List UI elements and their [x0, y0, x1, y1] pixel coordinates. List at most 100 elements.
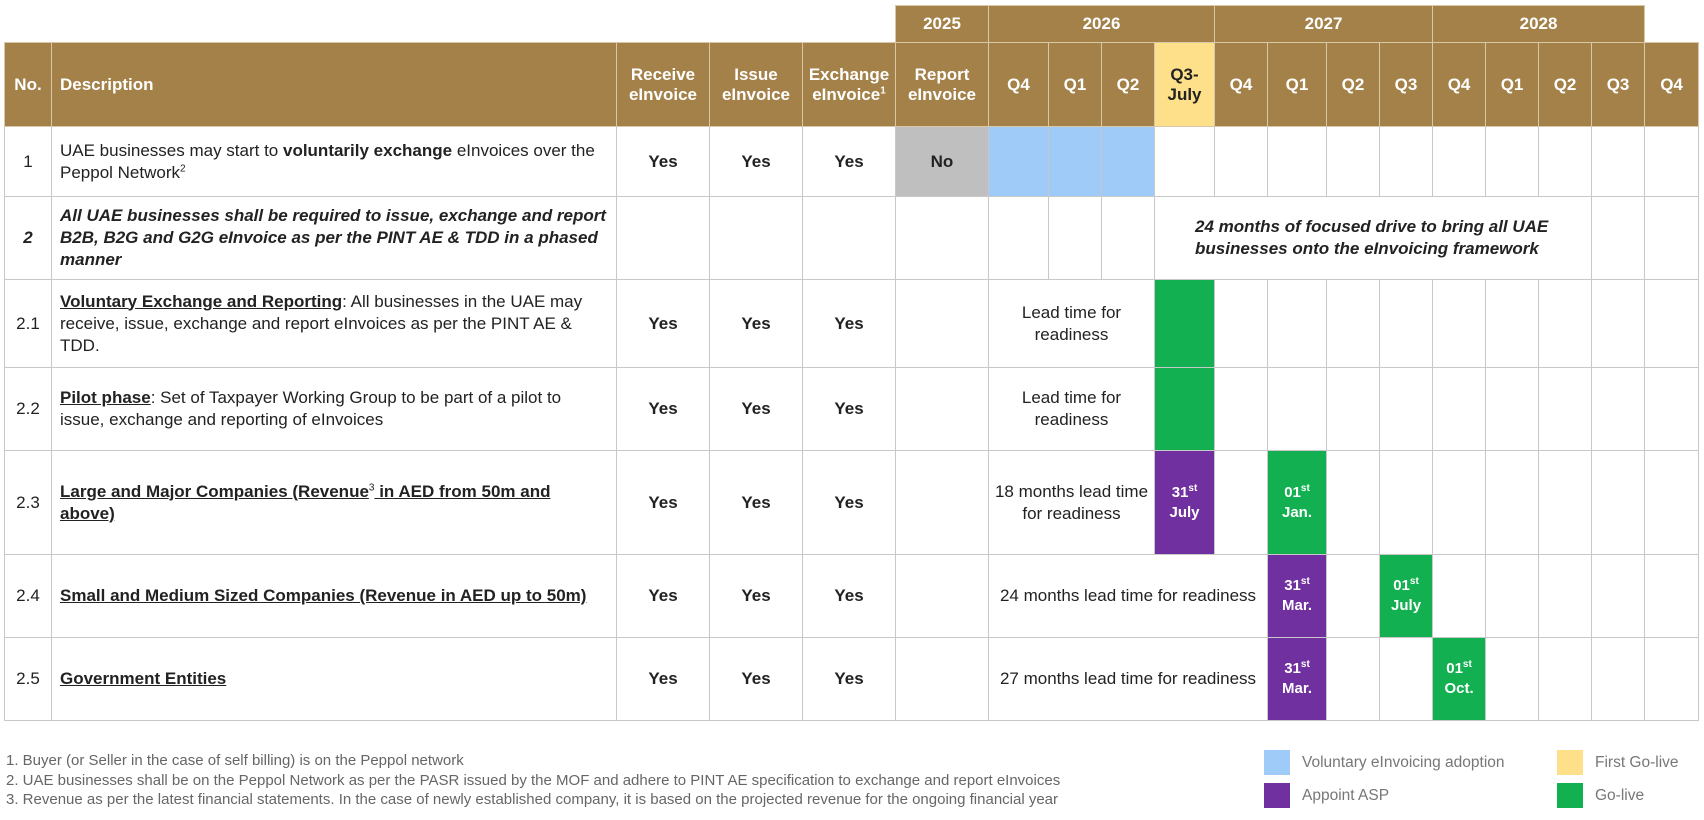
timeline-cell	[1591, 637, 1646, 721]
timeline-cell	[1538, 637, 1593, 721]
quarter-header: Q2	[1538, 42, 1593, 127]
quarter-header: Q4	[1214, 42, 1269, 127]
date-day: 01	[1446, 660, 1463, 677]
date-suffix: st	[1188, 482, 1198, 494]
timeline-cell	[1538, 554, 1593, 638]
flag-cell: Yes	[709, 367, 803, 451]
row: 2.4 Small and Medium Sized Companies (Rev…	[4, 554, 1700, 638]
timeline-text: 24 months lead time for readiness	[999, 586, 1257, 605]
col-header: Exchange eInvoice1	[802, 42, 896, 127]
flag-cell: Yes	[616, 126, 710, 197]
date-day: 01	[1393, 577, 1410, 594]
header-row: No. Description Receive eInvoice Issue eInv…	[4, 42, 1700, 127]
timeline-cell	[1379, 367, 1434, 451]
timeline-cell	[1644, 126, 1700, 197]
legend-label: First Go-live	[1595, 753, 1679, 771]
timeline-cell	[988, 126, 1049, 197]
timeline-cell	[1267, 279, 1328, 368]
text-run: eInvoices over the Peppol Network	[60, 140, 595, 182]
timeline-cell: 31st Mar.	[1267, 637, 1328, 721]
footnote: 3. Revenue as per the latest financial s…	[6, 791, 1059, 808]
flag-cell: Yes	[802, 554, 896, 638]
timeline-cell	[1538, 450, 1593, 555]
flag-cell: Yes	[802, 367, 896, 451]
quarter-header: Q4	[1432, 42, 1487, 127]
date-month: Mar.	[1282, 680, 1313, 697]
flag-cell: Yes	[709, 554, 803, 638]
timeline-cell	[1538, 279, 1593, 368]
text-run: 2	[180, 162, 186, 174]
blank	[51, 5, 617, 43]
row-number: 2.1	[4, 279, 52, 368]
timeline-cell	[1485, 554, 1540, 638]
timeline-cell	[1153, 279, 1216, 368]
footnote: 2. UAE businesses shall be on the Peppol…	[6, 771, 1061, 789]
row: 2.5 Government Entities Yes Yes Yes 27 months…	[4, 637, 1700, 721]
timeline-cell: 01st Jan.	[1267, 450, 1328, 555]
flag-cell: Yes	[616, 554, 710, 638]
timeline-cell: 18 months lead time for readiness	[988, 450, 1155, 555]
date-suffix: st	[1300, 482, 1310, 494]
timeline-cell	[1591, 554, 1646, 638]
date-day: 01	[1284, 483, 1301, 501]
timeline-cell	[1644, 637, 1700, 721]
timeline-cell	[1326, 279, 1381, 368]
date-month: July	[1169, 503, 1200, 521]
footnote: 1. Buyer (or Seller in the case of self …	[6, 752, 464, 769]
year-row: 2025 2026 2027 2028	[4, 5, 1699, 43]
timeline-cell: 01st Oct.	[1432, 637, 1487, 721]
legend-item: Appoint ASP	[1264, 783, 1557, 808]
timeline-cell	[1101, 126, 1155, 197]
date-month: Oct.	[1444, 680, 1474, 697]
legend-swatch	[1557, 750, 1583, 775]
flag-cell: Yes	[709, 126, 803, 197]
timeline-cell: 01st July	[1379, 554, 1434, 638]
timeline-cell	[1214, 367, 1269, 451]
text-run: Pilot phase	[60, 388, 151, 407]
timeline-cell	[1379, 279, 1434, 368]
timeline-cell	[1267, 367, 1328, 451]
timeline-cell	[1267, 126, 1328, 197]
timeline-cell	[1591, 279, 1646, 368]
flag-cell: Yes	[709, 637, 803, 721]
timeline-text: 27 months lead time for readiness	[999, 669, 1257, 688]
timeline-cell	[1379, 637, 1434, 721]
timeline-cell	[988, 196, 1049, 280]
row: 2.2 Pilot phase: Set of Taxpayer Working …	[4, 367, 1700, 451]
timeline-cell: Lead time for readiness	[988, 279, 1155, 368]
description: All UAE businesses shall be required to …	[51, 196, 617, 280]
row-number: 2.3	[4, 450, 52, 555]
col-header: Description	[51, 42, 617, 127]
date-suffix: st	[1300, 576, 1310, 587]
quarter-header: Q1	[1267, 42, 1328, 127]
timeline-cell	[1048, 126, 1102, 197]
rollout-table: 2025 2026 2027 2028 No. Description Receive eI…	[4, 5, 1700, 721]
text-run: Voluntary Exchange and Reporting	[60, 291, 343, 311]
timeline-cell	[1644, 367, 1700, 451]
legend-swatch	[1264, 750, 1290, 775]
legend-label: Voluntary eInvoicing adoption	[1302, 753, 1505, 771]
row: 2 All UAE businesses shall be required to…	[4, 196, 1700, 280]
description: Large and Major Companies (Revenue3 in A…	[51, 450, 617, 555]
row-number: 2	[4, 196, 52, 280]
description: Voluntary Exchange and Reporting: All bu…	[51, 279, 617, 368]
timeline-cell	[1432, 450, 1487, 555]
text-run: Large and Major Companies (Revenue	[60, 481, 369, 501]
timeline-cell	[1432, 367, 1487, 451]
timeline-cell	[1153, 126, 1216, 197]
flag-cell	[895, 367, 989, 451]
timeline-cell	[1214, 126, 1269, 197]
header-text: Receive eInvoice	[628, 64, 698, 104]
date-month: Mar.	[1282, 597, 1313, 614]
col-header: Report eInvoice	[895, 42, 989, 127]
blank	[616, 5, 710, 43]
timeline-cell	[1644, 554, 1700, 638]
timeline-cell	[1644, 279, 1700, 368]
quarter-header: Q3-July	[1153, 42, 1216, 127]
header-text: Issue eInvoice	[721, 64, 791, 104]
timeline-cell	[1591, 450, 1646, 555]
date-day: 31	[1284, 577, 1301, 594]
flag-cell: Yes	[616, 450, 710, 555]
text-run: voluntarily exchange	[282, 140, 453, 160]
timeline-text: 24 months of focused drive to bring all …	[1195, 217, 1549, 258]
